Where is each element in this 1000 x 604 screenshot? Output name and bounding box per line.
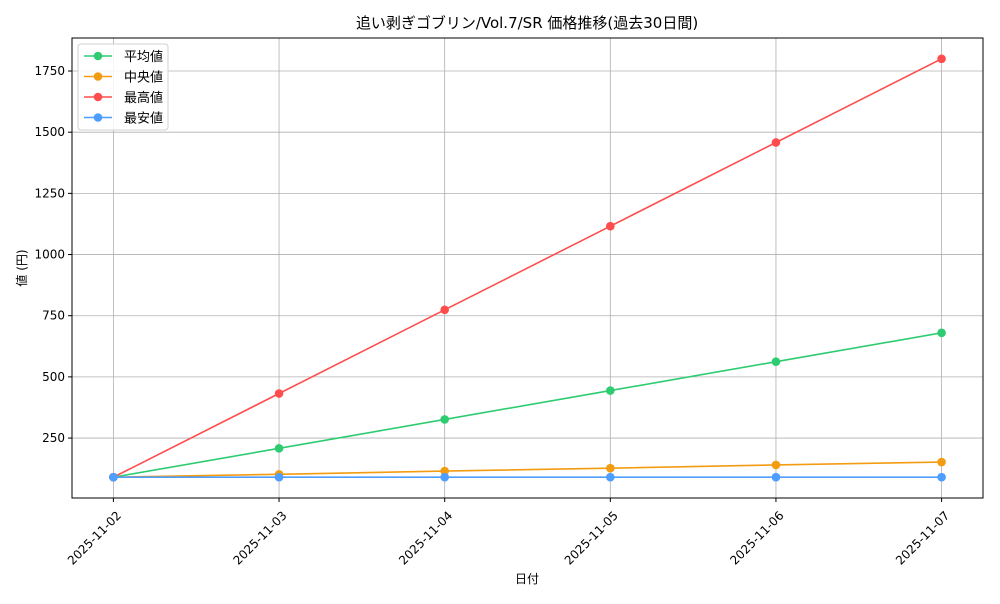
plot-frame — [71, 37, 984, 499]
y-tick-label: 1250 — [34, 186, 65, 200]
series-2 — [109, 54, 946, 482]
data-point — [440, 466, 449, 476]
y-tick-label: 500 — [42, 370, 65, 384]
x-tick-label: 2025-11-05 — [562, 508, 621, 567]
data-point — [606, 386, 615, 395]
legend-item: 平均値 — [84, 49, 163, 65]
data-point — [937, 457, 946, 467]
y-tick-label: 1750 — [34, 64, 65, 78]
y-axis: 250 500 750 1000 1250 1500 1750 — [34, 64, 72, 445]
legend-marker — [93, 113, 103, 122]
data-point — [440, 305, 449, 315]
x-tick-label: 2025-11-02 — [65, 508, 124, 567]
x-tick-label: 2025-11-07 — [893, 508, 952, 567]
data-point — [937, 328, 946, 338]
legend-label: 中央値 — [124, 70, 163, 86]
data-point — [274, 472, 284, 482]
data-point — [937, 472, 946, 482]
data-point — [440, 472, 449, 482]
data-point — [771, 472, 781, 482]
series-line — [113, 58, 942, 478]
data-point — [771, 460, 781, 470]
data-point — [274, 444, 284, 453]
data-point — [771, 138, 781, 147]
legend-marker — [93, 51, 103, 61]
y-tick-label: 1000 — [34, 248, 65, 262]
data-point — [937, 54, 946, 64]
legend-item: 中央値 — [84, 70, 163, 86]
legend-label: 最高値 — [124, 90, 163, 106]
x-tick-label: 2025-11-06 — [727, 508, 786, 567]
series-line — [113, 332, 942, 478]
x-tick-label: 2025-11-03 — [230, 508, 289, 567]
y-axis-label: 値 (円) — [14, 249, 29, 286]
y-tick-label: 1500 — [34, 125, 65, 139]
legend-box — [77, 43, 169, 131]
series-group — [109, 54, 946, 482]
legend-item: 最高値 — [84, 90, 163, 106]
series-line — [113, 461, 942, 479]
chart-title: 追い剥ぎゴブリン/Vol.7/SR 価格推移(過去30日間) — [356, 14, 698, 32]
legend-marker — [93, 92, 103, 102]
y-tick-label: 750 — [42, 309, 65, 323]
data-point — [606, 221, 615, 231]
data-point — [606, 463, 615, 473]
data-point — [606, 472, 615, 482]
x-axis: 2025-11-02 2025-11-03 2025-11-04 2025-11-05… — [65, 498, 952, 568]
data-point — [771, 357, 781, 367]
data-point — [440, 415, 449, 424]
y-tick-label: 250 — [42, 431, 65, 445]
data-point — [109, 472, 118, 482]
series-3 — [109, 472, 946, 482]
data-point — [274, 389, 284, 398]
legend-marker — [93, 72, 103, 81]
x-tick-label: 2025-11-04 — [396, 508, 455, 567]
grid — [72, 38, 983, 498]
series-0 — [109, 328, 946, 482]
legend-label: 最安値 — [124, 111, 163, 127]
x-axis-label: 日付 — [515, 572, 539, 586]
legend-item: 最安値 — [84, 111, 163, 127]
legend-label: 平均値 — [124, 49, 163, 65]
